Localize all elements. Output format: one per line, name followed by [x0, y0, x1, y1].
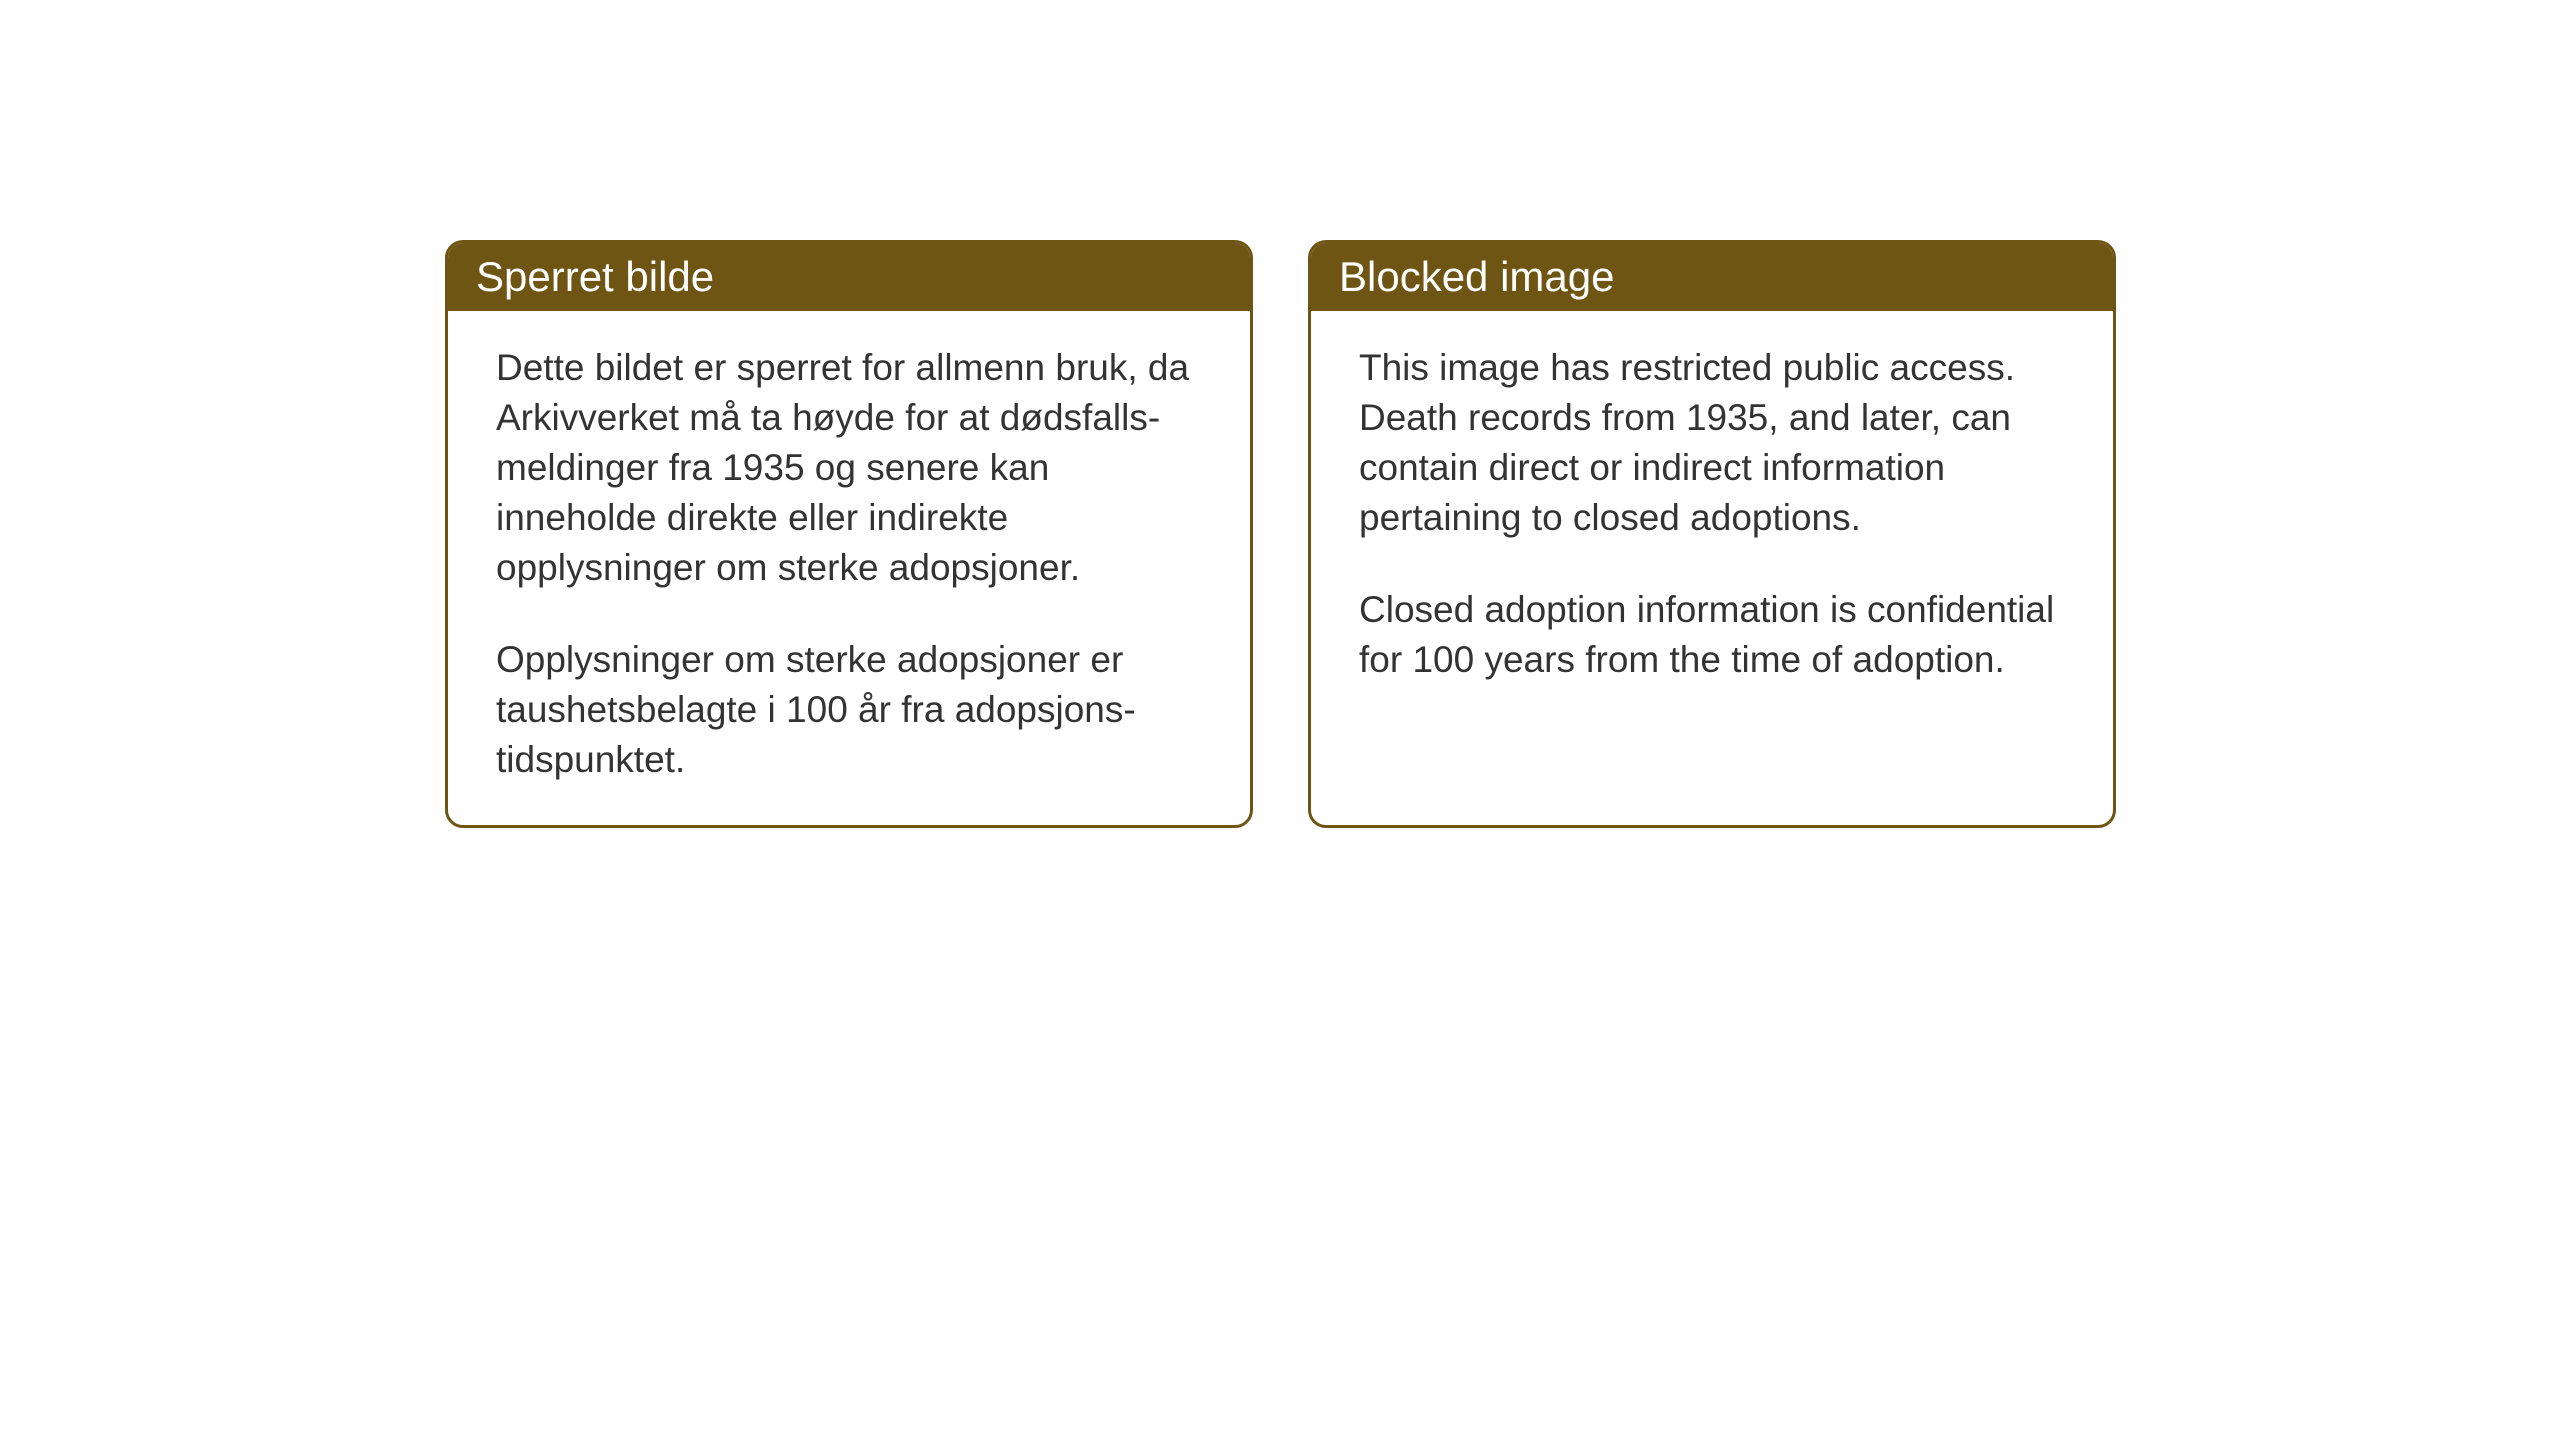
- notice-header-norwegian: Sperret bilde: [448, 243, 1250, 311]
- notice-body-norwegian: Dette bildet er sperret for allmenn bruk…: [448, 311, 1250, 825]
- notice-paragraph-2-english: Closed adoption information is confident…: [1359, 585, 2065, 685]
- notice-card-english: Blocked image This image has restricted …: [1308, 240, 2116, 828]
- notice-title-norwegian: Sperret bilde: [476, 253, 714, 300]
- notice-paragraph-1-english: This image has restricted public access.…: [1359, 343, 2065, 543]
- notice-card-norwegian: Sperret bilde Dette bildet er sperret fo…: [445, 240, 1253, 828]
- notice-header-english: Blocked image: [1311, 243, 2113, 311]
- notice-container: Sperret bilde Dette bildet er sperret fo…: [445, 240, 2116, 828]
- notice-title-english: Blocked image: [1339, 253, 1614, 300]
- notice-body-english: This image has restricted public access.…: [1311, 311, 2113, 725]
- notice-paragraph-1-norwegian: Dette bildet er sperret for allmenn bruk…: [496, 343, 1202, 593]
- notice-paragraph-2-norwegian: Opplysninger om sterke adopsjoner er tau…: [496, 635, 1202, 785]
